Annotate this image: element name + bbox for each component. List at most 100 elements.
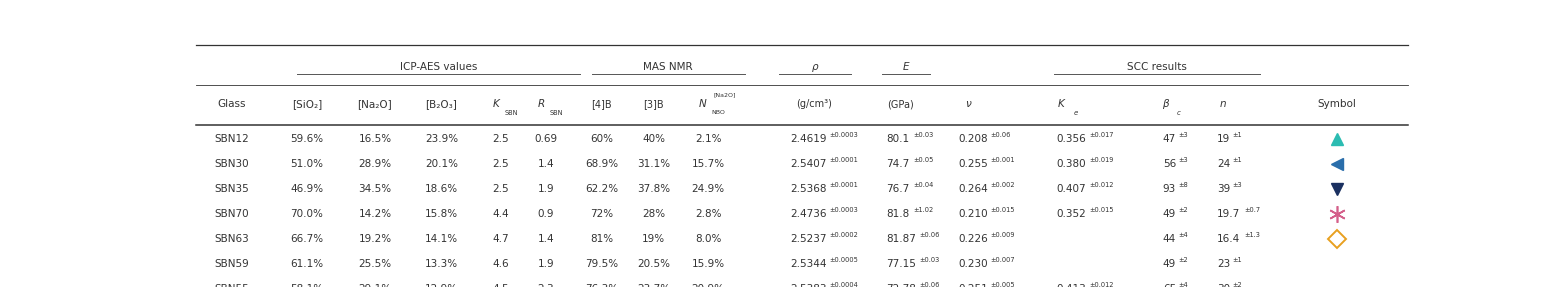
- Text: 2.4619: 2.4619: [791, 134, 827, 144]
- Text: 0.380: 0.380: [1056, 159, 1085, 169]
- Text: ±2: ±2: [1232, 282, 1242, 287]
- Text: 20.1%: 20.1%: [425, 159, 458, 169]
- Text: ±3: ±3: [1232, 182, 1242, 188]
- Text: ±0.002: ±0.002: [990, 182, 1015, 188]
- Text: 2.3: 2.3: [538, 284, 554, 287]
- Text: ±0.019: ±0.019: [1089, 157, 1114, 163]
- Text: 2.5: 2.5: [493, 159, 510, 169]
- Text: ±0.005: ±0.005: [990, 282, 1015, 287]
- Text: ±0.009: ±0.009: [990, 232, 1015, 238]
- Text: SBN70: SBN70: [214, 209, 249, 219]
- Text: 0.210: 0.210: [957, 209, 987, 219]
- Text: 2.5383: 2.5383: [791, 284, 827, 287]
- Text: ±0.0003: ±0.0003: [829, 132, 859, 138]
- Text: 25.5%: 25.5%: [358, 259, 391, 269]
- Text: ±1.3: ±1.3: [1245, 232, 1261, 238]
- Text: 2.5: 2.5: [493, 134, 510, 144]
- Text: 20.9%: 20.9%: [691, 284, 724, 287]
- Text: 76.7: 76.7: [887, 184, 910, 194]
- Text: ±0.017: ±0.017: [1089, 132, 1114, 138]
- Text: 4.6: 4.6: [493, 259, 510, 269]
- Text: n: n: [1220, 99, 1226, 109]
- Text: β: β: [1162, 99, 1168, 109]
- Text: SCC results: SCC results: [1126, 62, 1187, 72]
- Text: 24: 24: [1217, 159, 1231, 169]
- Text: ICP-AES values: ICP-AES values: [400, 62, 477, 72]
- Text: 0.264: 0.264: [957, 184, 987, 194]
- Text: SBN35: SBN35: [214, 184, 249, 194]
- Text: (GPa): (GPa): [887, 99, 915, 109]
- Text: MAS NMR: MAS NMR: [643, 62, 693, 72]
- Text: 0.208: 0.208: [957, 134, 987, 144]
- Text: ±0.0004: ±0.0004: [829, 282, 859, 287]
- Text: ±1: ±1: [1232, 257, 1242, 263]
- Text: ±3: ±3: [1178, 157, 1187, 163]
- Text: 49: 49: [1162, 259, 1176, 269]
- Text: [3]B: [3]B: [643, 99, 665, 109]
- Text: 4.7: 4.7: [493, 234, 510, 244]
- Text: ±0.012: ±0.012: [1089, 182, 1114, 188]
- Text: 74.7: 74.7: [887, 159, 910, 169]
- Text: 1.9: 1.9: [538, 259, 554, 269]
- Text: 2.8%: 2.8%: [694, 209, 721, 219]
- Text: 81.8: 81.8: [887, 209, 910, 219]
- Text: 14.1%: 14.1%: [425, 234, 458, 244]
- Text: 72%: 72%: [590, 209, 613, 219]
- Text: ±0.03: ±0.03: [920, 257, 940, 263]
- Text: 0.69: 0.69: [535, 134, 557, 144]
- Text: Glass: Glass: [217, 99, 246, 109]
- Text: 81%: 81%: [590, 234, 613, 244]
- Text: 93: 93: [1162, 184, 1176, 194]
- Text: ±4: ±4: [1178, 282, 1187, 287]
- Text: 19%: 19%: [643, 234, 665, 244]
- Text: 77.15: 77.15: [887, 259, 917, 269]
- Text: 56: 56: [1162, 159, 1176, 169]
- Text: 0.251: 0.251: [957, 284, 987, 287]
- Text: 16.5%: 16.5%: [358, 134, 391, 144]
- Text: ±0.001: ±0.001: [990, 157, 1015, 163]
- Text: SBN: SBN: [505, 110, 519, 116]
- Text: 15.9%: 15.9%: [691, 259, 724, 269]
- Text: 0.230: 0.230: [957, 259, 987, 269]
- Text: 12.9%: 12.9%: [425, 284, 458, 287]
- Text: 16.4: 16.4: [1217, 234, 1240, 244]
- Text: 0.413: 0.413: [1056, 284, 1085, 287]
- Text: [B₂O₃]: [B₂O₃]: [425, 99, 458, 109]
- Text: ±0.015: ±0.015: [1089, 207, 1114, 213]
- Text: ±0.0005: ±0.0005: [829, 257, 859, 263]
- Text: 1.4: 1.4: [538, 234, 554, 244]
- Text: 20.5%: 20.5%: [637, 259, 669, 269]
- Text: R: R: [538, 99, 544, 109]
- Text: 0.9: 0.9: [538, 209, 554, 219]
- Text: ±0.012: ±0.012: [1089, 282, 1114, 287]
- Text: 19.2%: 19.2%: [358, 234, 391, 244]
- Text: Symbol: Symbol: [1318, 99, 1356, 109]
- Text: 47: 47: [1162, 134, 1176, 144]
- Text: ±0.0001: ±0.0001: [829, 157, 859, 163]
- Text: SBN55: SBN55: [214, 284, 249, 287]
- Text: 23: 23: [1217, 259, 1231, 269]
- Text: N: N: [698, 99, 705, 109]
- Text: [Na2O]: [Na2O]: [713, 92, 737, 97]
- Text: K: K: [1057, 99, 1065, 109]
- Text: SBN63: SBN63: [214, 234, 249, 244]
- Text: ±0.06: ±0.06: [920, 232, 940, 238]
- Text: ±0.0003: ±0.0003: [829, 207, 859, 213]
- Text: 61.1%: 61.1%: [291, 259, 324, 269]
- Text: ±0.06: ±0.06: [990, 132, 1010, 138]
- Text: 0.356: 0.356: [1056, 134, 1085, 144]
- Text: 46.9%: 46.9%: [291, 184, 324, 194]
- Text: 23.9%: 23.9%: [425, 134, 458, 144]
- Text: 68.9%: 68.9%: [585, 159, 618, 169]
- Text: ±2: ±2: [1178, 257, 1187, 263]
- Text: 79.5%: 79.5%: [585, 259, 618, 269]
- Text: 31.1%: 31.1%: [637, 159, 671, 169]
- Text: 19: 19: [1217, 134, 1231, 144]
- Text: 28%: 28%: [643, 209, 665, 219]
- Text: ±0.0001: ±0.0001: [829, 182, 859, 188]
- Text: E: E: [902, 62, 909, 72]
- Text: 8.0%: 8.0%: [694, 234, 721, 244]
- Text: (g/cm³): (g/cm³): [796, 99, 832, 109]
- Text: SBN30: SBN30: [214, 159, 249, 169]
- Text: ±0.04: ±0.04: [913, 182, 934, 188]
